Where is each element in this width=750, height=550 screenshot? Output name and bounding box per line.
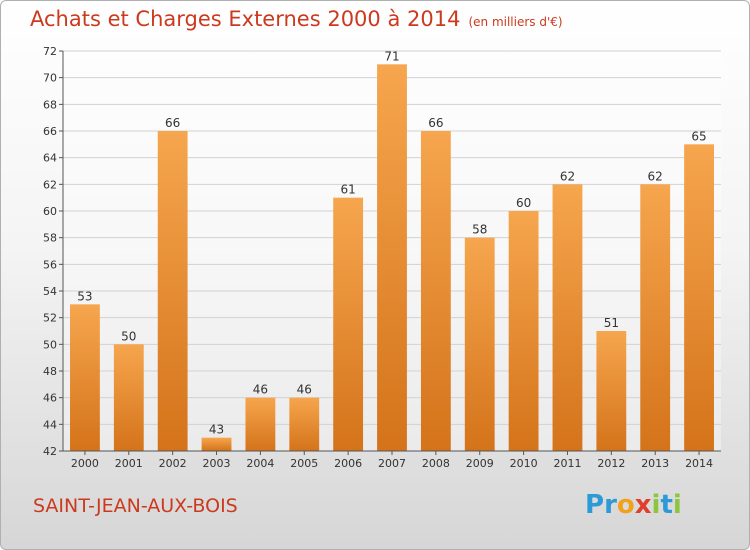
bar xyxy=(201,437,232,451)
chart-title-text: Achats et Charges Externes 2000 à 2014 xyxy=(30,7,461,31)
bar xyxy=(684,144,714,452)
bar-value-label: 71 xyxy=(384,49,399,63)
proxiti-logo: Proxiti xyxy=(585,490,682,520)
bar-value-label: 58 xyxy=(472,223,487,237)
bar-value-label: 62 xyxy=(560,169,575,183)
y-tick-label: 66 xyxy=(43,125,57,138)
x-tick-label: 2003 xyxy=(203,457,231,470)
x-tick-label: 2008 xyxy=(422,457,450,470)
chart-title: Achats et Charges Externes 2000 à 2014 (e… xyxy=(30,7,563,31)
y-tick-label: 72 xyxy=(43,45,57,58)
y-tick-label: 60 xyxy=(43,205,57,218)
logo-letter: x xyxy=(634,490,652,520)
logo-letter: t xyxy=(660,490,673,520)
x-tick-label: 2009 xyxy=(466,457,494,470)
logo-letter: i xyxy=(651,490,661,520)
bar xyxy=(377,64,407,452)
y-tick-label: 44 xyxy=(43,418,57,431)
bar xyxy=(464,237,495,451)
logo-letter: o xyxy=(616,490,635,520)
x-tick-label: 2007 xyxy=(378,457,406,470)
bar xyxy=(420,131,451,451)
y-tick-label: 42 xyxy=(43,445,57,458)
bar xyxy=(289,397,320,451)
x-tick-label: 2006 xyxy=(334,457,362,470)
y-tick-label: 50 xyxy=(43,338,57,351)
x-tick-label: 2001 xyxy=(115,457,143,470)
y-tick-label: 70 xyxy=(43,72,57,85)
y-tick-label: 52 xyxy=(43,312,57,325)
axes: 42 44 46 48 50 52 54 56 58 60 62 64 66 68 70 72 2000 2001… xyxy=(43,45,721,470)
x-tick-label: 2014 xyxy=(685,457,713,470)
bar-value-label: 61 xyxy=(340,183,355,197)
bar-value-label: 46 xyxy=(253,383,268,397)
x-tick-label: 2010 xyxy=(510,457,538,470)
x-tick-label: 2013 xyxy=(641,457,669,470)
y-tick-label: 46 xyxy=(43,392,57,405)
bar-value-label: 60 xyxy=(516,196,531,210)
logo-letter: P xyxy=(585,490,605,520)
bar-value-label: 66 xyxy=(165,116,180,130)
commune-name: SAINT-JEAN-AUX-BOIS xyxy=(33,495,238,517)
bar xyxy=(245,397,276,451)
bar-value-label: 62 xyxy=(648,169,663,183)
bar xyxy=(113,344,144,451)
bar xyxy=(333,197,364,451)
x-tick-label: 2004 xyxy=(246,457,274,470)
bars: 53 50 66 43 46 46 61 71 66 58 60 62 51 62 65 xyxy=(70,49,714,452)
x-tick-label: 2005 xyxy=(290,457,318,470)
x-tick-label: 2000 xyxy=(71,457,99,470)
bar xyxy=(640,184,671,452)
x-tick-label: 2012 xyxy=(597,457,625,470)
bar-value-label: 50 xyxy=(121,329,136,343)
bar-value-label: 53 xyxy=(77,289,92,303)
bar xyxy=(596,331,627,451)
chart-unit: (en milliers d'€) xyxy=(468,15,563,29)
logo-letter: i xyxy=(672,490,682,520)
y-tick-label: 56 xyxy=(43,258,57,271)
x-tick-label: 2002 xyxy=(159,457,187,470)
y-tick-label: 48 xyxy=(43,365,57,378)
y-tick-label: 58 xyxy=(43,232,57,245)
y-tick-label: 62 xyxy=(43,178,57,191)
bar xyxy=(157,131,188,451)
bar xyxy=(508,211,539,451)
bar-value-label: 65 xyxy=(691,129,706,143)
y-tick-label: 54 xyxy=(43,285,57,298)
bar-value-label: 43 xyxy=(209,423,224,437)
bar-value-label: 51 xyxy=(604,316,619,330)
x-tick-label: 2011 xyxy=(553,457,581,470)
logo-letter: r xyxy=(604,490,617,520)
bar-value-label: 46 xyxy=(297,383,312,397)
bar xyxy=(70,304,100,451)
y-tick-label: 64 xyxy=(43,152,57,165)
bar-value-label: 66 xyxy=(428,116,443,130)
y-tick-label: 68 xyxy=(43,98,57,111)
bar xyxy=(552,184,583,452)
